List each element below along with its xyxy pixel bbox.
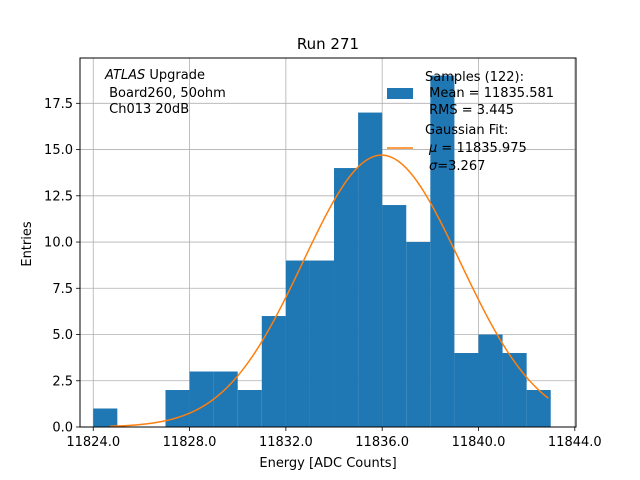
- histogram-bar-18: [526, 390, 551, 427]
- y-tick-label-6: 15.0: [44, 143, 73, 158]
- y-axis-ticks: 0.0 2.5 5.0 7.5 10.0 12.5 15.0 17.5: [44, 97, 80, 436]
- x-tick-label-0: 11824.0: [66, 435, 120, 450]
- x-tick-label-4: 11840.0: [452, 435, 506, 450]
- histogram-bar-8: [285, 260, 310, 427]
- y-tick-label-0: 0.0: [52, 421, 73, 436]
- legend-fit-line-3: σ=3.267: [429, 159, 485, 174]
- histogram-bar-7: [261, 316, 286, 427]
- histogram-bar-4: [189, 371, 214, 427]
- histogram-bar-0: [93, 408, 118, 427]
- y-tick-label-4: 10.0: [44, 236, 73, 251]
- x-tick-label-3: 11836.0: [355, 435, 409, 450]
- histogram-bar-16: [478, 334, 503, 427]
- legend-fit-line-2: μ = 11835.975: [428, 141, 527, 156]
- histogram-bar-17: [502, 353, 527, 427]
- sigma-symbol: σ: [429, 159, 438, 174]
- histogram-bar-11: [358, 112, 383, 428]
- histogram-bars: [93, 75, 551, 428]
- legend-samples-line-1: Samples (122):: [425, 70, 524, 85]
- legend-samples-line-2: Mean = 11835.581: [425, 86, 554, 101]
- annotation-line-1: ATLAS Upgrade: [104, 68, 205, 83]
- legend-fit-line-1: Gaussian Fit:: [425, 123, 508, 138]
- annotation-line-2: Board260, 50ohm: [105, 86, 226, 101]
- legend-samples-swatch: [387, 88, 413, 99]
- y-axis-title: Entries: [20, 221, 35, 267]
- mu-value: = 11835.975: [437, 141, 526, 156]
- upgrade-label: Upgrade: [145, 68, 205, 83]
- histogram-bar-3: [165, 390, 190, 427]
- histogram-bar-6: [237, 390, 262, 427]
- mu-symbol: μ: [428, 141, 437, 156]
- y-tick-label-2: 5.0: [52, 328, 73, 343]
- y-tick-label-5: 12.5: [44, 189, 73, 204]
- histogram-bar-15: [454, 353, 479, 427]
- y-tick-label-7: 17.5: [44, 97, 73, 112]
- gaussian-fit-curve: [110, 154, 549, 428]
- plot-frame: [79, 57, 577, 428]
- x-tick-label-1: 11828.0: [163, 435, 217, 450]
- legend: Samples (122): Mean = 11835.581 RMS = 3.…: [387, 70, 554, 174]
- histogram-bar-10: [334, 168, 359, 428]
- y-tick-label-3: 7.5: [52, 282, 73, 297]
- x-tick-label-2: 11832.0: [259, 435, 313, 450]
- gaussian-fit: [110, 154, 549, 428]
- atlas-label: ATLAS: [104, 68, 145, 83]
- histogram-bar-14: [430, 75, 455, 428]
- y-tick-label-1: 2.5: [52, 374, 73, 389]
- histogram-bar-13: [406, 242, 431, 427]
- x-axis-title: Energy [ADC Counts]: [259, 456, 396, 471]
- chart-title: Run 271: [297, 35, 359, 53]
- annotation-box: ATLAS Upgrade Board260, 50ohm Ch013 20dB: [104, 68, 226, 117]
- x-axis-ticks: 11824.0 11828.0 11832.0 11836.0 11840.0 11844…: [66, 427, 602, 450]
- histogram-bar-9: [309, 260, 335, 427]
- sigma-value: =3.267: [437, 159, 485, 174]
- legend-samples-line-3: RMS = 3.445: [425, 103, 514, 118]
- x-tick-label-5: 11844.0: [548, 435, 602, 450]
- annotation-line-3: Ch013 20dB: [105, 102, 189, 117]
- histogram-bar-12: [382, 205, 407, 427]
